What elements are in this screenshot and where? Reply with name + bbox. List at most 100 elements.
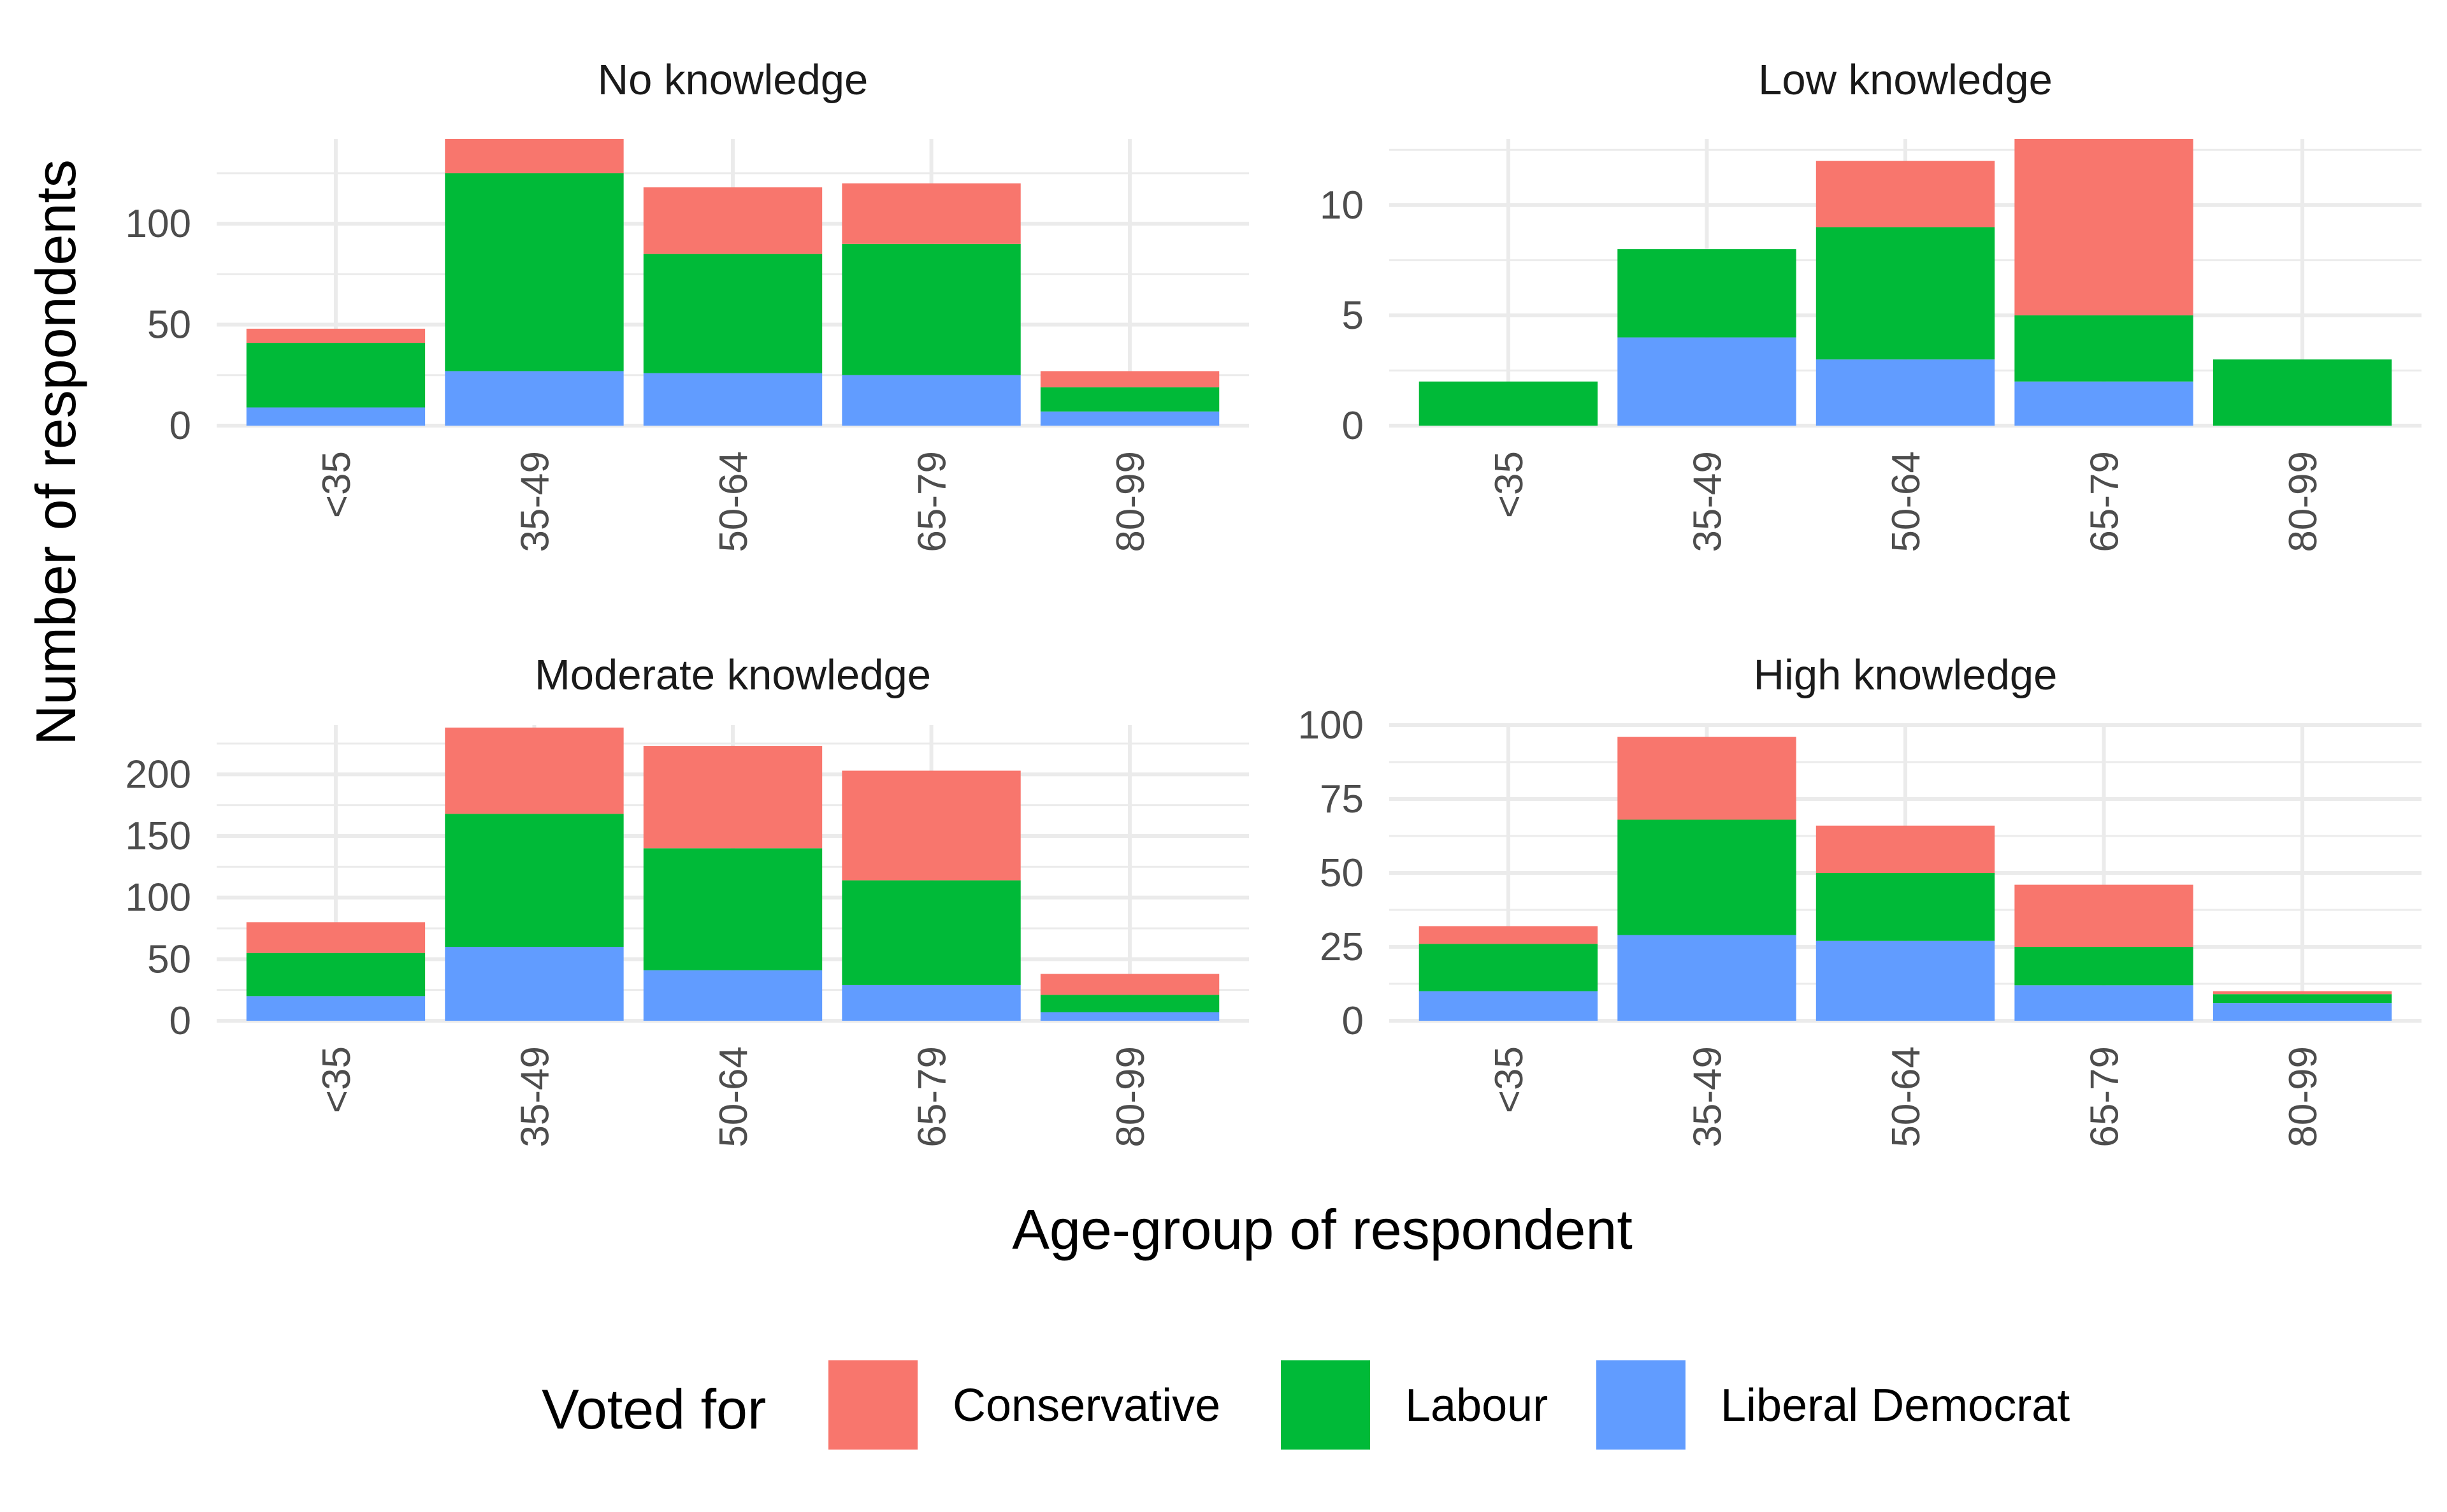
- bar-segment-labour-65-79: [2014, 947, 2193, 986]
- x-tick-label: 50-64: [1884, 1046, 1928, 1148]
- bar-segment-liberal-democrat-65-79: [842, 375, 1021, 426]
- bar-segment-liberal-democrat-35-49: [445, 371, 624, 426]
- x-tick-label: <35: [1487, 1046, 1531, 1113]
- x-tick-label: 80-99: [2281, 451, 2325, 552]
- bar-segment-labour-65-79: [2014, 315, 2193, 382]
- y-tick-label: 10: [1320, 184, 1364, 227]
- bar-segment-labour-65-79: [842, 243, 1021, 375]
- panel-no-knowledge: 0 50 100 <35 35-49 50-64 65-79 80-99 No knowledg…: [126, 56, 1249, 552]
- y-tick-label: 100: [126, 202, 191, 246]
- panel-moderate-knowledge: 0 50 100 150 200 <35 35-49 50-64 65-79 80-99 Moder…: [126, 651, 1249, 1148]
- bar-segment-labour-80-99: [1040, 995, 1220, 1012]
- bar-segment-conservative-65-79: [2014, 884, 2193, 947]
- bar-segment-conservative-65-79: [842, 770, 1021, 881]
- bar-segment-labour-50-64: [1815, 873, 1995, 941]
- bar-segment-liberal-democrat-80-99: [1040, 1012, 1220, 1021]
- x-tick-label: 80-99: [2281, 1046, 2325, 1148]
- bar-segment-liberal-democrat-80-99: [1040, 411, 1220, 426]
- bar-segment-liberal-democrat-50-64: [643, 373, 823, 426]
- bar-segment-labour-35-49: [1617, 249, 1796, 338]
- y-tick-label: 0: [170, 999, 191, 1043]
- legend-label-liberal-democrat: Liberal Democrat: [1721, 1380, 2070, 1431]
- legend-label-labour: Labour: [1405, 1380, 1548, 1431]
- y-tick-label: 200: [126, 752, 191, 796]
- legend: Voted for Conservative Labour Liberal De…: [542, 1360, 2070, 1450]
- bar-segment-labour-under-35: [1418, 381, 1598, 426]
- y-tick-label: 50: [147, 937, 191, 981]
- panel-title: No knowledge: [598, 56, 869, 104]
- bar-segment-labour-35-49: [1617, 819, 1796, 935]
- bar-segment-liberal-democrat-65-79: [842, 984, 1021, 1021]
- panel-title: Low knowledge: [1758, 56, 2053, 104]
- bar-segment-liberal-democrat-80-99: [2212, 1003, 2392, 1021]
- x-axis-title: Age-group of respondent: [1012, 1198, 1633, 1261]
- bar-segment-labour-80-99: [2212, 994, 2392, 1004]
- legend-title: Voted for: [542, 1378, 766, 1441]
- bar-segment-liberal-democrat-under-35: [246, 407, 426, 426]
- y-tick-label: 0: [1342, 999, 1364, 1043]
- y-axis-title: Number of respondents: [24, 159, 87, 745]
- x-tick-label: <35: [1487, 451, 1531, 518]
- x-tick-label: 65-79: [2083, 451, 2127, 552]
- bar-segment-labour-80-99: [1040, 387, 1220, 412]
- x-tick-label: 50-64: [712, 451, 756, 552]
- panel-high-knowledge: 0 25 50 75 100 <35 35-49 50-64 65-79 80-99 High kn…: [1298, 651, 2422, 1148]
- y-tick-label: 0: [1342, 404, 1364, 448]
- panel-title: High knowledge: [1754, 651, 2058, 699]
- bar-segment-labour-under-35: [246, 953, 426, 997]
- bar-segment-labour-35-49: [445, 814, 624, 947]
- legend-swatch-liberal-democrat: [1596, 1360, 1685, 1450]
- bar-segment-conservative-35-49: [445, 139, 624, 173]
- panel-low-knowledge: 0 5 10 <35 35-49 50-64 65-79 80-99 Low knowledge: [1320, 56, 2422, 552]
- x-tick-label: 80-99: [1109, 1046, 1153, 1148]
- x-tick-label: 50-64: [1884, 451, 1928, 552]
- y-tick-label: 100: [1298, 703, 1364, 747]
- x-tick-label: 65-79: [911, 451, 955, 552]
- x-tick-label: 35-49: [1685, 451, 1729, 552]
- bar-segment-liberal-democrat-50-64: [1815, 359, 1995, 426]
- bar-segment-conservative-35-49: [445, 727, 624, 814]
- bar-segment-conservative-65-79: [2014, 139, 2193, 315]
- bar-segment-labour-65-79: [842, 880, 1021, 985]
- y-tick-label: 0: [170, 404, 191, 448]
- y-tick-label: 50: [1320, 851, 1364, 895]
- x-tick-label: 80-99: [1109, 451, 1153, 552]
- bar-segment-conservative-under-35: [246, 922, 426, 953]
- x-tick-label: 50-64: [712, 1046, 756, 1148]
- x-tick-label: <35: [315, 1046, 359, 1113]
- bar-segment-conservative-65-79: [842, 183, 1021, 244]
- y-tick-label: 25: [1320, 925, 1364, 969]
- y-tick-label: 150: [126, 814, 191, 858]
- bar-segment-labour-under-35: [246, 343, 426, 408]
- bar-segment-liberal-democrat-35-49: [1617, 337, 1796, 426]
- bar-segment-liberal-democrat-50-64: [643, 970, 823, 1021]
- legend-label-conservative: Conservative: [953, 1380, 1220, 1431]
- bar-segment-conservative-50-64: [1815, 825, 1995, 873]
- x-tick-label: 65-79: [2083, 1046, 2127, 1148]
- bar-segment-conservative-80-99: [2212, 991, 2392, 995]
- bar-segment-labour-50-64: [1815, 227, 1995, 360]
- bar-segment-conservative-35-49: [1617, 737, 1796, 820]
- x-tick-label: <35: [315, 451, 359, 518]
- bar-segment-liberal-democrat-65-79: [2014, 985, 2193, 1021]
- bar-segment-liberal-democrat-under-35: [1418, 991, 1598, 1021]
- bar-segment-labour-35-49: [445, 173, 624, 371]
- x-tick-label: 35-49: [513, 451, 557, 552]
- panel-title: Moderate knowledge: [535, 651, 931, 699]
- bar-segment-liberal-democrat-50-64: [1815, 940, 1995, 1021]
- bar-segment-conservative-50-64: [1815, 161, 1995, 227]
- legend-swatch-labour: [1281, 1360, 1370, 1450]
- x-tick-label: 35-49: [513, 1046, 557, 1148]
- x-tick-label: 65-79: [911, 1046, 955, 1148]
- bar-segment-labour-80-99: [2212, 359, 2392, 426]
- bar-segment-conservative-50-64: [643, 745, 823, 849]
- y-tick-label: 100: [126, 876, 191, 920]
- bar-segment-liberal-democrat-35-49: [1617, 935, 1796, 1021]
- x-tick-label: 35-49: [1685, 1046, 1729, 1148]
- y-tick-label: 50: [147, 303, 191, 347]
- bar-segment-liberal-democrat-35-49: [445, 947, 624, 1021]
- bar-segment-conservative-50-64: [643, 187, 823, 254]
- bar-segment-labour-50-64: [643, 848, 823, 970]
